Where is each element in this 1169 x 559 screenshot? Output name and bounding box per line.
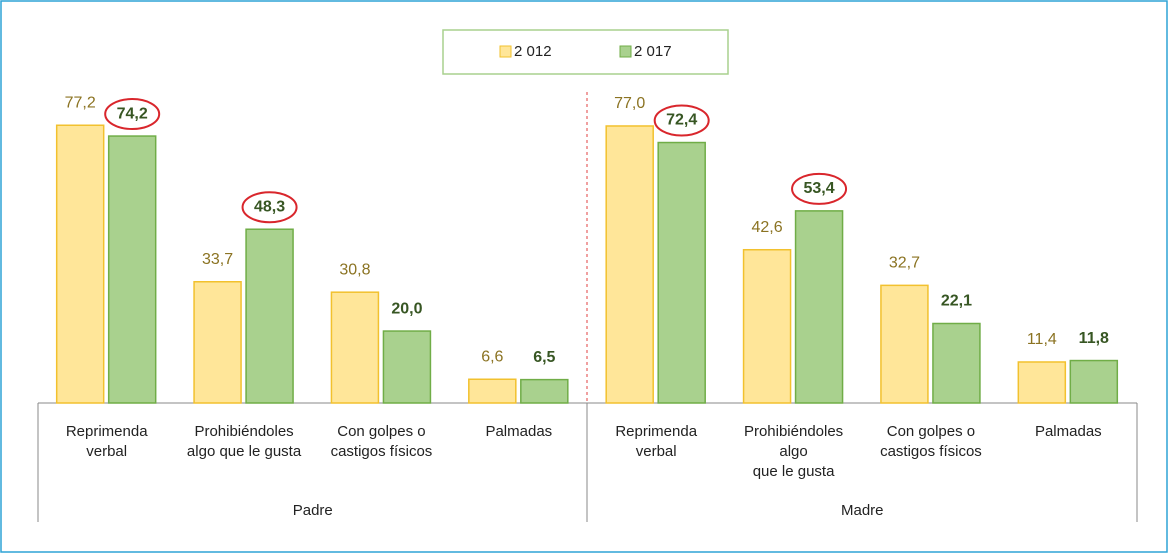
group-label: Madre xyxy=(841,502,884,519)
bar xyxy=(520,378,569,404)
x-tick-label: Prohibiéndoles xyxy=(194,423,293,440)
highlight-circle xyxy=(791,172,848,205)
value-label: 30,8 xyxy=(339,261,370,278)
value-label: 11,4 xyxy=(1027,331,1057,348)
bar xyxy=(245,228,294,404)
value-label: 11,8 xyxy=(1079,330,1109,347)
highlight-circle xyxy=(104,98,161,131)
value-label: 53,4 xyxy=(803,180,834,197)
bar xyxy=(880,284,929,404)
x-tick-label: Prohibiéndoles xyxy=(744,423,843,440)
bar xyxy=(657,141,706,404)
value-label: 74,2 xyxy=(117,105,148,122)
x-tick-label: Reprimenda xyxy=(615,423,697,440)
x-tick-label: castigos físicos xyxy=(331,443,433,460)
legend-box xyxy=(442,29,729,75)
bar xyxy=(1069,359,1119,404)
x-tick-label: que le gusta xyxy=(753,463,835,480)
bar xyxy=(193,281,242,404)
x-tick-label: Con golpes o xyxy=(887,423,975,440)
bar xyxy=(468,378,517,404)
highlight-circle xyxy=(653,104,710,137)
legend-swatch xyxy=(619,45,632,58)
value-label: 32,7 xyxy=(889,255,920,272)
bar xyxy=(605,125,654,404)
value-label: 22,1 xyxy=(941,293,972,310)
bar xyxy=(742,248,792,404)
value-label: 6,6 xyxy=(481,348,503,365)
legend-label: 2 017 xyxy=(634,43,672,60)
x-tick-label: algo que le gusta xyxy=(187,443,302,460)
bar xyxy=(55,124,105,404)
value-label: 33,7 xyxy=(202,251,233,268)
highlight-circle xyxy=(241,191,298,224)
value-label: 6,5 xyxy=(533,349,555,366)
legend-label: 2 012 xyxy=(514,43,552,60)
bar xyxy=(932,322,981,404)
group-label: Padre xyxy=(293,502,333,519)
x-tick-label: verbal xyxy=(86,443,127,460)
value-label: 77,0 xyxy=(614,95,645,112)
value-label: 20,0 xyxy=(391,300,422,317)
bar xyxy=(382,330,432,404)
x-tick-label: castigos físicos xyxy=(880,443,982,460)
bar xyxy=(330,291,380,404)
x-tick-label: verbal xyxy=(636,443,677,460)
value-label: 42,6 xyxy=(751,219,782,236)
x-tick-label: algo xyxy=(779,443,807,460)
x-tick-label: Reprimenda xyxy=(66,423,148,440)
value-label: 72,4 xyxy=(666,112,697,129)
x-tick-label: Con golpes o xyxy=(337,423,425,440)
x-tick-label: Palmadas xyxy=(485,423,552,440)
bar xyxy=(107,135,157,404)
bar xyxy=(1017,361,1067,404)
value-label: 48,3 xyxy=(254,198,285,215)
value-label: 77,2 xyxy=(65,94,96,111)
bar xyxy=(794,210,844,404)
legend-swatch xyxy=(499,45,512,58)
x-tick-label: Palmadas xyxy=(1035,423,1102,440)
